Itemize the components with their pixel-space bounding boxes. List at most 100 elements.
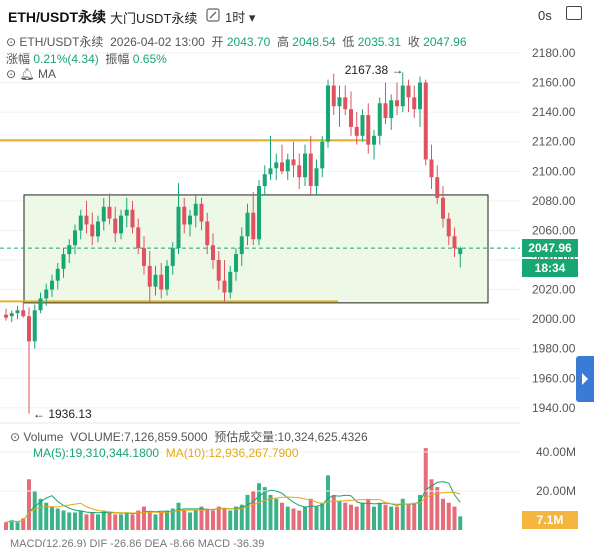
- volume-bar: [383, 504, 388, 530]
- candle-body: [349, 109, 353, 127]
- ma10-text: MA(10):12,936,267.7900: [165, 446, 299, 460]
- volume-bar: [366, 498, 371, 530]
- change-line: 涨幅 0.21%(4.34) 振幅 0.65%: [6, 50, 167, 67]
- volume-bar: [400, 498, 405, 530]
- volume-bar: [257, 483, 261, 530]
- edit-icon[interactable]: [206, 8, 220, 22]
- candle-body: [452, 236, 457, 249]
- volume-bar: [337, 500, 342, 530]
- volume-bar: [291, 508, 296, 530]
- candle-body: [61, 254, 66, 269]
- volume-ma-legend: MA(5):19,310,344.1800 MA(10):12,936,267.…: [33, 446, 299, 460]
- volume-tick-label: 20.00M: [536, 484, 576, 498]
- candle-body: [32, 310, 37, 342]
- volume-bar: [96, 514, 100, 530]
- candle-body: [176, 206, 181, 249]
- candle-body: [73, 230, 77, 246]
- volume-bar: [354, 506, 359, 530]
- candle-body: [326, 85, 330, 142]
- candle-body: [239, 236, 244, 255]
- volume-tick-label: 40.00M: [536, 445, 576, 459]
- interval-selector[interactable]: 1时 ▾: [225, 10, 256, 25]
- candle-body: [101, 206, 106, 222]
- volume-bar: [303, 506, 307, 530]
- close-label: 收: [407, 35, 420, 49]
- bell-icon[interactable]: 🔔︎: [19, 67, 35, 81]
- candle-body: [193, 203, 198, 216]
- candle-body: [331, 85, 336, 107]
- candle-body: [188, 215, 192, 225]
- volume-bar: [205, 508, 210, 530]
- volume-title: Volume: [23, 430, 64, 444]
- volume-bar: [280, 502, 284, 530]
- candle-body: [423, 82, 428, 160]
- symbol-subtitle: 大门USDT永续: [110, 11, 198, 26]
- candle-body: [360, 115, 365, 136]
- window-toggle-icon[interactable]: [566, 6, 582, 20]
- price-tick-label: 2080.00: [532, 194, 576, 208]
- volume-bars: [4, 448, 463, 530]
- volume-toggle-icon[interactable]: ⊙: [10, 430, 21, 444]
- candle-body: [159, 274, 164, 290]
- volume-legend: ⊙ Volume VOLUME:7,126,859.5000 预估成交量:10,…: [10, 428, 368, 445]
- volume-bar: [262, 487, 267, 530]
- candle-body: [297, 165, 302, 178]
- ohlc-line: ⊙ ETH/USDT永续 2026-04-02 13:00 开 2043.70 …: [6, 33, 467, 50]
- candle-body: [27, 316, 31, 342]
- price-tick-label: 1940.00: [532, 401, 576, 415]
- indicator-line: ⊙ 🔔︎ MA: [6, 67, 56, 81]
- volume-bar: [372, 506, 376, 530]
- volume-bar: [78, 510, 83, 530]
- candle-body: [377, 103, 382, 136]
- candle-body: [15, 310, 20, 314]
- candle-body: [245, 212, 250, 237]
- candle-body: [78, 215, 83, 231]
- volume-bar: [38, 498, 43, 530]
- candle-body: [21, 310, 26, 317]
- volume-bar: [159, 512, 164, 530]
- volume-bar: [61, 510, 66, 530]
- volume-bar: [73, 512, 77, 530]
- candle-body: [165, 265, 169, 290]
- high-label: 高: [276, 35, 289, 49]
- close-value: 2047.96: [423, 35, 467, 49]
- volume-bar: [50, 506, 54, 530]
- change-value: 0.21%(4.34): [33, 52, 99, 66]
- volume-bar: [360, 502, 365, 530]
- price-tick-label: 2060.00: [532, 223, 576, 237]
- candle-body: [291, 159, 296, 166]
- symbol-title[interactable]: ETH/USDT永续: [8, 9, 106, 25]
- candle-body: [216, 259, 221, 281]
- candle-body: [429, 159, 434, 178]
- price-tick-label: 2160.00: [532, 76, 576, 90]
- volume-bar: [199, 506, 204, 530]
- range-box: [23, 194, 489, 304]
- candle-body: [337, 97, 342, 107]
- candle-body: [366, 115, 371, 145]
- volume-bar: [239, 504, 244, 530]
- collapse-icon[interactable]: ⊙: [6, 35, 17, 49]
- toggle-icon[interactable]: ⊙: [6, 67, 17, 81]
- volume-bar: [435, 487, 440, 530]
- volume-bar: [320, 502, 325, 530]
- open-value: 2043.70: [226, 35, 271, 49]
- volume-bar: [21, 518, 26, 530]
- indicator-label[interactable]: MA: [37, 67, 56, 81]
- price-tick-label: 2100.00: [532, 164, 576, 178]
- expand-panel-handle[interactable]: [576, 356, 594, 402]
- chevron-right-icon: [582, 373, 588, 385]
- candle-body: [153, 274, 158, 287]
- candle-body: [124, 209, 129, 216]
- annotations: 2167.38 → ← 1936.13: [33, 63, 403, 421]
- price-tick-label: 2020.00: [532, 283, 576, 297]
- candle-body: [170, 248, 175, 266]
- candle-body: [343, 97, 348, 110]
- volume-bar: [222, 508, 227, 530]
- candle-body: [96, 221, 100, 237]
- volume-bar: [27, 479, 31, 530]
- volume-bar: [268, 494, 273, 530]
- candle-body: [268, 168, 273, 175]
- volume-bar: [331, 494, 336, 530]
- volume-bar: [15, 522, 20, 530]
